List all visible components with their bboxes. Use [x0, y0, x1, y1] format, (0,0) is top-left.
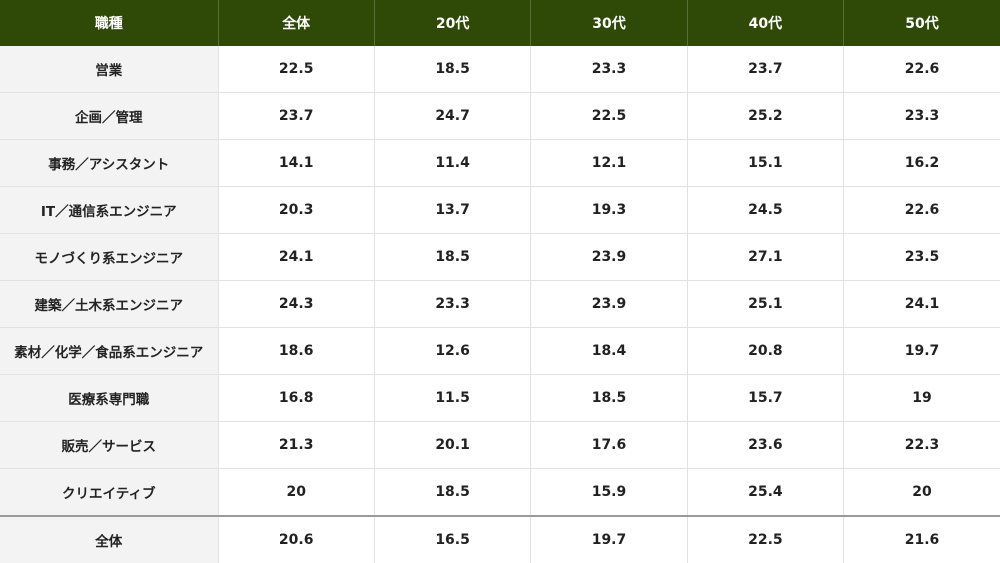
row-label: 販売／サービス	[0, 421, 218, 469]
cell: 23.3	[530, 46, 688, 93]
cell: 13.7	[373, 186, 531, 234]
cell: 15.1	[686, 139, 844, 187]
row-label: 企画／管理	[0, 92, 218, 140]
table-row: 素材／化学／食品系エンジニア 18.6 12.6 18.4 20.8 19.7	[0, 327, 1000, 375]
cell: 27.1	[686, 233, 844, 281]
cell: 23.6	[686, 421, 844, 469]
cell: 16.5	[373, 515, 531, 563]
cell: 22.6	[843, 46, 1000, 93]
cell: 23.7	[686, 46, 844, 93]
cell: 23.9	[530, 280, 688, 328]
cell: 18.6	[217, 327, 375, 375]
cell: 20.8	[686, 327, 844, 375]
cell: 23.9	[530, 233, 688, 281]
cell: 19.7	[843, 327, 1000, 375]
cell: 23.5	[843, 233, 1000, 281]
row-label: 全体	[0, 515, 218, 563]
row-label: IT／通信系エンジニア	[0, 186, 218, 234]
cell: 22.5	[686, 515, 844, 563]
cell: 18.5	[373, 46, 531, 93]
row-label: 営業	[0, 46, 218, 93]
table-row: 建築／土木系エンジニア 24.3 23.3 23.9 25.1 24.1	[0, 280, 1000, 328]
cell: 24.7	[373, 92, 531, 140]
table-row: IT／通信系エンジニア 20.3 13.7 19.3 24.5 22.6	[0, 186, 1000, 234]
table-row: クリエイティブ 20 18.5 15.9 25.4 20	[0, 468, 1000, 517]
cell: 18.4	[530, 327, 688, 375]
cell: 20.1	[373, 421, 531, 469]
cell: 15.7	[686, 374, 844, 422]
cell: 15.9	[530, 468, 688, 517]
cell: 20.6	[217, 515, 375, 563]
cell: 25.1	[686, 280, 844, 328]
table-row: 営業 22.5 18.5 23.3 23.7 22.6	[0, 46, 1000, 93]
cell: 11.5	[373, 374, 531, 422]
cell: 19.7	[530, 515, 688, 563]
cell: 24.3	[217, 280, 375, 328]
table-row: モノづくり系エンジニア 24.1 18.5 23.9 27.1 23.5	[0, 233, 1000, 281]
row-label: 事務／アシスタント	[0, 139, 218, 187]
cell: 16.8	[217, 374, 375, 422]
cell: 19.3	[530, 186, 688, 234]
cell: 21.6	[843, 515, 1000, 563]
table-row: 企画／管理 23.7 24.7 22.5 25.2 23.3	[0, 92, 1000, 140]
cell: 22.3	[843, 421, 1000, 469]
cell: 14.1	[217, 139, 375, 187]
table-row: 全体 20.6 16.5 19.7 22.5 21.6	[0, 515, 1000, 563]
table-row: 事務／アシスタント 14.1 11.4 12.1 15.1 16.2	[0, 139, 1000, 187]
cell: 20.3	[217, 186, 375, 234]
cell: 25.4	[686, 468, 844, 517]
row-label: 建築／土木系エンジニア	[0, 280, 218, 328]
cell: 12.1	[530, 139, 688, 187]
cell: 12.6	[373, 327, 531, 375]
row-label: 医療系専門職	[0, 374, 218, 422]
cell: 23.3	[843, 92, 1000, 140]
header-cell: 20代	[373, 0, 531, 46]
cell: 24.1	[217, 233, 375, 281]
header-cell: 50代	[843, 0, 1000, 46]
cell: 24.5	[686, 186, 844, 234]
cell: 18.5	[373, 468, 531, 517]
table-row: 医療系専門職 16.8 11.5 18.5 15.7 19	[0, 374, 1000, 422]
table-header: 職種 全体 20代 30代 40代 50代	[0, 0, 1000, 46]
row-label: モノづくり系エンジニア	[0, 233, 218, 281]
cell: 23.3	[373, 280, 531, 328]
cell: 23.7	[217, 92, 375, 140]
cell: 20	[843, 468, 1000, 517]
row-label: クリエイティブ	[0, 468, 218, 517]
cell: 22.5	[217, 46, 375, 93]
cell: 16.2	[843, 139, 1000, 187]
cell: 19	[843, 374, 1000, 422]
row-label: 素材／化学／食品系エンジニア	[0, 327, 218, 375]
header-cell: 全体	[217, 0, 375, 46]
cell: 18.5	[530, 374, 688, 422]
table-row: 販売／サービス 21.3 20.1 17.6 23.6 22.3	[0, 421, 1000, 469]
cell: 22.5	[530, 92, 688, 140]
cell: 11.4	[373, 139, 531, 187]
header-cell: 40代	[686, 0, 844, 46]
table-body: 営業 22.5 18.5 23.3 23.7 22.6 企画／管理 23.7 24.7 22.5 2…	[0, 46, 1000, 563]
cell: 20	[217, 468, 375, 517]
cell: 21.3	[217, 421, 375, 469]
cell: 17.6	[530, 421, 688, 469]
header-row: 職種 全体 20代 30代 40代 50代	[0, 0, 1000, 46]
cell: 22.6	[843, 186, 1000, 234]
cell: 24.1	[843, 280, 1000, 328]
header-cell: 30代	[530, 0, 688, 46]
header-cell: 職種	[0, 0, 218, 46]
cell: 18.5	[373, 233, 531, 281]
cell: 25.2	[686, 92, 844, 140]
